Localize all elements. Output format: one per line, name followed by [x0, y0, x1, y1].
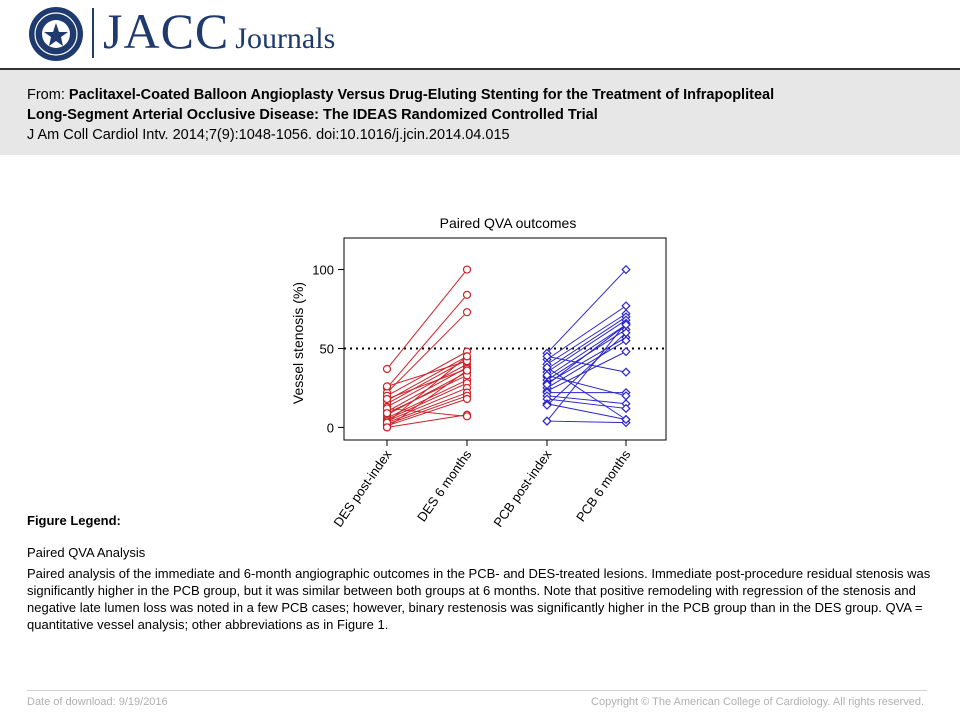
pcb-point	[621, 264, 631, 275]
pcb-point	[542, 362, 552, 373]
des-pair-line	[386, 311, 468, 394]
plot-frame	[343, 237, 667, 441]
des-pair-line	[386, 371, 468, 416]
pcb-point	[621, 301, 631, 311]
copyright: Copyright © The American College of Card…	[591, 696, 924, 708]
header-rule	[0, 68, 960, 70]
pcb-point	[542, 380, 552, 390]
des-pair-line	[386, 294, 468, 389]
pcb-point	[621, 335, 631, 346]
pcb-point	[621, 328, 631, 338]
pcb-point	[542, 400, 552, 410]
pcb-point	[621, 403, 631, 414]
pcb-pair-line	[546, 374, 627, 397]
pcb-pair-line	[546, 322, 627, 422]
pcb-pair-line	[546, 403, 627, 420]
des-pair-line	[386, 355, 468, 424]
des-pair-line	[386, 363, 468, 408]
des-pair-line	[386, 414, 468, 428]
legend-body: Paired analysis of the immediate and 6-m…	[27, 566, 931, 632]
pcb-pair-line	[546, 313, 627, 365]
pcb-pair-line	[546, 420, 627, 424]
x-tick-label: PCB 6 months	[573, 447, 634, 525]
pcb-pair-line	[546, 395, 627, 405]
des-pair-line	[386, 374, 468, 414]
des-pair-line	[386, 387, 468, 422]
y-axis-label: Vessel stenosis (%)	[290, 282, 306, 404]
brand-logo: JACC Journals	[103, 2, 335, 60]
des-pair-line	[386, 370, 468, 428]
des-pair-line	[386, 355, 468, 401]
pcb-pair-line	[546, 355, 627, 373]
brand-sub: Journals	[235, 22, 336, 55]
des-point	[462, 352, 472, 361]
des-point	[462, 366, 472, 375]
des-point	[462, 394, 472, 404]
article-title-line1: Paclitaxel-Coated Balloon Angioplasty Ve…	[68, 87, 775, 103]
paired-qva-chart: Paired QVA outcomes 0 50 100 DES post-inde…	[290, 215, 667, 530]
pcb-pair-line	[546, 316, 627, 370]
des-pair-line	[386, 407, 468, 417]
pcb-pair-line	[546, 332, 627, 406]
pcb-point	[621, 367, 631, 377]
pcb-point	[621, 346, 631, 357]
x-tick-label: DES post-index	[330, 447, 394, 530]
legend-heading: Figure Legend:	[27, 513, 121, 528]
x-tick-label: DES 6 months	[414, 447, 475, 525]
des-point	[462, 290, 472, 299]
des-point	[382, 382, 392, 391]
acc-seal-icon	[29, 7, 83, 61]
pcb-point	[621, 391, 631, 401]
des-pair-line	[386, 382, 468, 420]
citation-text: From: Paclitaxel-Coated Balloon Angiopla…	[27, 85, 937, 145]
pcb-point	[621, 414, 631, 425]
brand-divider	[92, 8, 94, 58]
y-tick-label: 100	[312, 263, 334, 278]
des-point	[462, 265, 472, 274]
chart-title: Paired QVA outcomes	[440, 215, 577, 231]
y-tick-label: 50	[320, 341, 334, 356]
pcb-pair-line	[546, 366, 627, 420]
journal-citation: J Am Coll Cardiol Intv. 2014;7(9):1048-1…	[27, 127, 510, 143]
des-pair-line	[386, 395, 468, 425]
des-point	[382, 423, 392, 432]
x-tick-label: PCB post-index	[490, 447, 554, 530]
pcb-point	[542, 370, 552, 380]
footer-rule	[27, 690, 927, 691]
article-title-line2: Long-Segment Arterial Occlusive Disease:…	[27, 107, 598, 123]
des-point	[382, 394, 392, 404]
des-pair-line	[386, 360, 468, 387]
des-pair-line	[386, 368, 468, 400]
download-date: Date of download: 9/19/2016	[27, 696, 168, 708]
pcb-pair-line	[546, 324, 627, 386]
pcb-pair-line	[546, 398, 627, 409]
pcb-pair-line	[546, 269, 627, 354]
y-tick-label: 0	[327, 420, 334, 435]
des-point	[462, 412, 472, 421]
des-pair-line	[386, 269, 468, 370]
pcb-point	[542, 351, 552, 362]
pcb-pair-line	[546, 319, 627, 373]
pcb-pair-line	[546, 305, 627, 360]
des-point	[382, 409, 392, 418]
legend-subtitle: Paired QVA Analysis	[27, 545, 146, 560]
des-point	[382, 364, 392, 374]
pcb-point	[542, 416, 552, 426]
pcb-pair-line	[546, 324, 627, 378]
from-label: From:	[27, 87, 65, 103]
des-point	[462, 308, 472, 317]
header: JACC Journals	[0, 0, 960, 68]
citation-block: From: Paclitaxel-Coated Balloon Angiopla…	[0, 70, 960, 155]
brand-main: JACC	[103, 3, 230, 59]
